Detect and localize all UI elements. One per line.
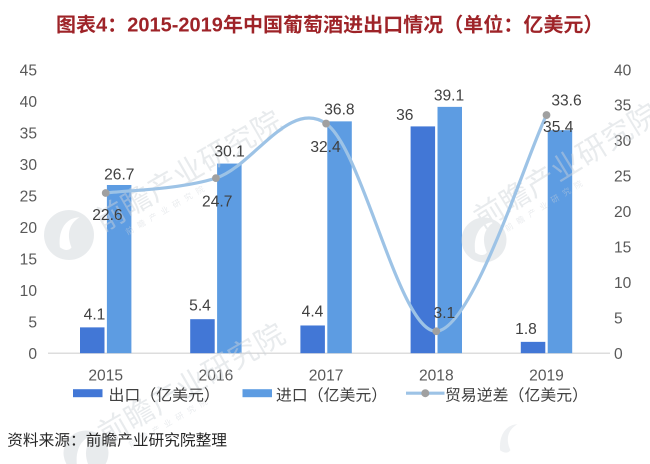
svg-text:5: 5 (28, 314, 37, 331)
svg-text:35: 35 (20, 125, 38, 142)
svg-text:5.4: 5.4 (189, 298, 211, 315)
svg-text:40: 40 (614, 62, 632, 79)
svg-text:2017: 2017 (309, 368, 344, 385)
svg-text:40: 40 (20, 94, 38, 111)
svg-text:2015: 2015 (88, 368, 123, 385)
svg-text:45: 45 (20, 62, 38, 79)
svg-text:3.1: 3.1 (434, 305, 456, 322)
svg-text:4.4: 4.4 (302, 304, 324, 321)
svg-text:15: 15 (614, 239, 632, 256)
svg-text:20: 20 (20, 220, 38, 237)
svg-text:36.8: 36.8 (324, 102, 354, 119)
svg-text:26.7: 26.7 (104, 167, 134, 184)
svg-text:2019: 2019 (529, 368, 564, 385)
svg-text:4.1: 4.1 (84, 307, 106, 324)
svg-text:22.6: 22.6 (92, 207, 122, 224)
svg-text:1.8: 1.8 (515, 321, 537, 338)
svg-text:36: 36 (396, 107, 413, 124)
svg-text:0: 0 (28, 346, 37, 363)
svg-text:2015-2019: 2015-2019 (127, 15, 223, 37)
svg-text:15: 15 (20, 251, 38, 268)
svg-text:25: 25 (614, 169, 632, 186)
svg-text:0: 0 (614, 346, 623, 363)
svg-text:5: 5 (614, 310, 623, 327)
svg-text:32.4: 32.4 (310, 139, 341, 156)
svg-text:2018: 2018 (419, 368, 454, 385)
svg-text:10: 10 (614, 275, 632, 292)
svg-text:25: 25 (20, 188, 38, 205)
svg-text:39.1: 39.1 (434, 88, 464, 105)
svg-text:35.4: 35.4 (543, 119, 574, 136)
svg-text:35: 35 (614, 98, 632, 115)
svg-text:4: 4 (96, 15, 108, 37)
svg-text:30: 30 (20, 157, 38, 174)
svg-text:20: 20 (614, 204, 632, 221)
svg-text:33.6: 33.6 (551, 93, 581, 110)
svg-text:10: 10 (20, 283, 38, 300)
svg-text:24.7: 24.7 (202, 193, 232, 210)
svg-text:30.1: 30.1 (214, 144, 244, 161)
